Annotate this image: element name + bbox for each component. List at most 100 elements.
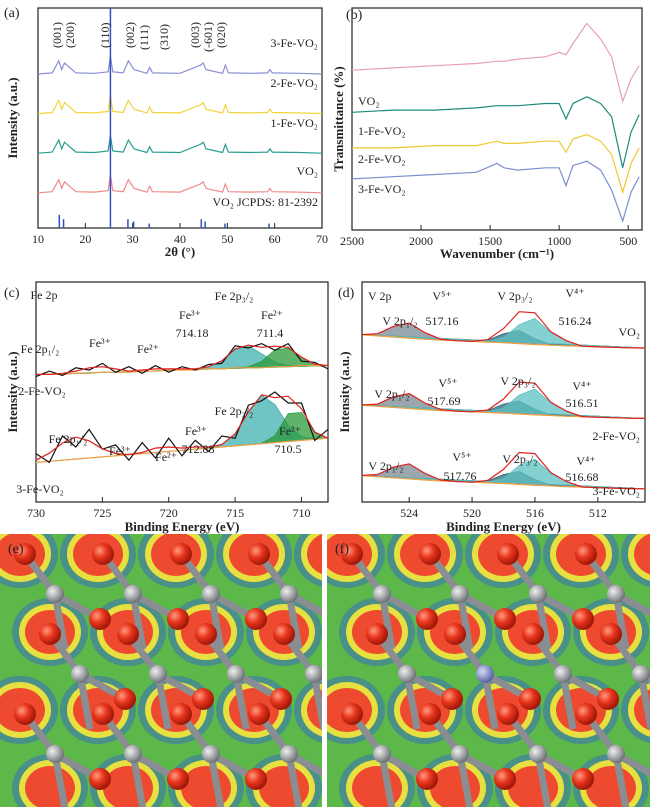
- metal-atom: [124, 585, 142, 603]
- density-map: [309, 520, 650, 807]
- annotation: Fe³⁺: [109, 444, 131, 458]
- metal-atom: [398, 665, 416, 683]
- spectrum-line: [352, 24, 639, 102]
- x-tick-label: 710: [292, 506, 310, 520]
- metal-atom: [607, 585, 625, 603]
- annotation: V 2p₁/₂: [374, 387, 409, 401]
- oxygen-atom: [519, 688, 541, 710]
- metal-atom: [46, 585, 64, 603]
- annotation: Fe 2p₁/₂: [49, 432, 88, 446]
- oxygen-atom: [575, 703, 597, 725]
- oxygen-atom: [419, 703, 441, 725]
- annotation: (-601): [201, 22, 215, 52]
- annotation: 516.51: [566, 396, 599, 410]
- oxygen-atom: [39, 623, 61, 645]
- series-label: 2-Fe-VO₂: [358, 152, 406, 166]
- panel-label: (d): [338, 286, 355, 301]
- x-tick-label: 516: [526, 506, 544, 520]
- oxygen-atom: [366, 623, 388, 645]
- annotation: V⁴⁺: [576, 454, 595, 468]
- metal-atom: [451, 585, 469, 603]
- x-tick-label: 20: [79, 232, 91, 246]
- annotation: V⁵⁺: [432, 289, 451, 303]
- metal-atom: [607, 745, 625, 763]
- metal-atom: [227, 665, 245, 683]
- oxygen-atom: [92, 703, 114, 725]
- oxygen-atom: [92, 543, 114, 565]
- oxygen-atom: [497, 543, 519, 565]
- panel-label: (b): [346, 8, 363, 23]
- spectrum-line: [38, 175, 322, 193]
- oxygen-atom: [117, 623, 139, 645]
- panel-label: (f): [335, 542, 349, 557]
- annotation: 517.76: [444, 469, 477, 483]
- plot-frame: [352, 8, 642, 230]
- oxygen-atom: [114, 688, 136, 710]
- oxygen-atom: [419, 543, 441, 565]
- oxygen-atom: [167, 608, 189, 630]
- annotation: 710.5: [275, 442, 302, 456]
- x-tick-label: 725: [93, 506, 111, 520]
- oxygen-atom: [522, 623, 544, 645]
- annotation: Fe 2p₃/₂: [215, 289, 254, 303]
- annotation: V⁴⁺: [565, 286, 584, 300]
- x-tick-label: 730: [27, 506, 45, 520]
- x-tick-label: 520: [463, 506, 481, 520]
- x-tick-label: 720: [160, 506, 178, 520]
- oxygen-atom: [245, 608, 267, 630]
- annotation: (200): [63, 22, 77, 48]
- oxygen-atom: [248, 703, 270, 725]
- x-tick-label: 500: [619, 234, 637, 248]
- annotation: Fe³⁺: [89, 336, 111, 350]
- spectrum-line: [38, 136, 322, 154]
- annotation: Fe²⁺: [137, 342, 159, 356]
- series-label: 1-Fe-VO₂: [270, 116, 318, 130]
- metal-atom: [124, 745, 142, 763]
- x-tick-label: 2000: [409, 234, 433, 248]
- oxygen-atom: [170, 703, 192, 725]
- annotation: 517.69: [428, 394, 461, 408]
- oxygen-atom: [341, 703, 363, 725]
- x-axis-title: 2θ (°): [165, 244, 195, 259]
- oxygen-atom: [14, 703, 36, 725]
- metal-atom: [202, 585, 220, 603]
- metal-atom: [632, 665, 650, 683]
- annotation: Fe³⁺: [185, 424, 207, 438]
- oxygen-atom: [597, 688, 619, 710]
- annotation: 714.18: [176, 326, 209, 340]
- oxygen-atom: [600, 623, 622, 645]
- annotation: (003): [188, 22, 202, 48]
- annotation: V⁵⁺: [438, 376, 457, 390]
- metal-atom: [373, 745, 391, 763]
- oxygen-atom: [494, 768, 516, 790]
- annotation: VO₂: [618, 325, 640, 339]
- oxygen-atom: [572, 608, 594, 630]
- annotation: Fe 2p₁/₂: [21, 342, 60, 356]
- oxygen-atom: [245, 768, 267, 790]
- annotation: 711.4: [257, 326, 284, 340]
- annotation: V 2p₁/₂: [368, 459, 403, 473]
- annotation: V 2p₁/₂: [382, 314, 417, 328]
- metal-atom: [280, 745, 298, 763]
- oxygen-atom: [416, 768, 438, 790]
- annotation: Fe²⁺: [155, 450, 177, 464]
- annotation: Fe 2p₃/₂: [215, 404, 254, 418]
- annotation: 712.88: [182, 442, 215, 456]
- oxygen-atom: [444, 623, 466, 645]
- annotation: V 2p₃/₂: [497, 289, 532, 303]
- figure: 102030405060702θ (°)Intensity (a.u.)3-Fe…: [0, 0, 650, 807]
- annotation: Fe³⁺: [179, 308, 201, 322]
- oxygen-atom: [167, 768, 189, 790]
- metal-atom: [71, 665, 89, 683]
- annotation: 3-Fe-VO₂: [592, 484, 640, 498]
- annotation: V⁴⁺: [572, 379, 591, 393]
- annotation: Fe²⁺: [261, 308, 283, 322]
- oxygen-atom: [416, 608, 438, 630]
- oxygen-atom: [273, 623, 295, 645]
- x-tick-label: 50: [221, 232, 233, 246]
- series-label: 2-Fe-VO₂: [270, 76, 318, 90]
- x-tick-label: 715: [226, 506, 244, 520]
- oxygen-atom: [192, 688, 214, 710]
- annotation: 2-Fe-VO₂: [592, 429, 640, 443]
- x-axis-title: Binding Energy (eV): [125, 519, 240, 534]
